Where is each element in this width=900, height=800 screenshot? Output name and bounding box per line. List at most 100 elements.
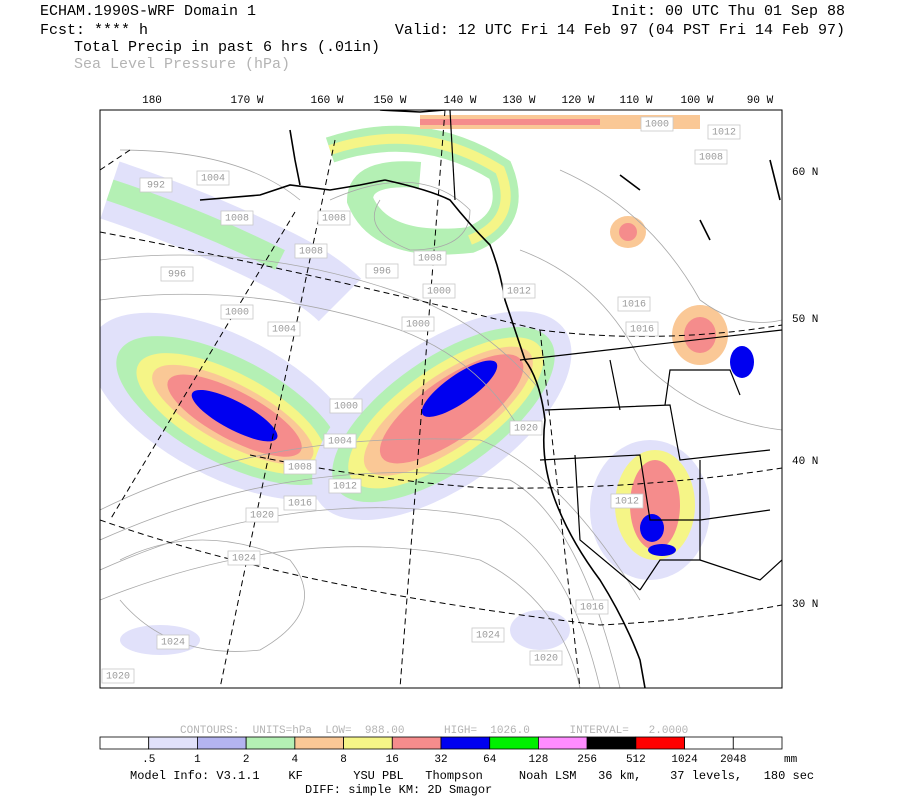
contour-label: 996 — [168, 270, 186, 281]
colorbar-swatch — [440, 736, 491, 750]
contour-label-box — [317, 210, 351, 226]
contour-label: 1008 — [322, 214, 346, 225]
contour-label-box — [245, 507, 279, 523]
longitude-label: 160 W — [310, 95, 343, 107]
colorbar-label: 2 — [243, 754, 250, 766]
colorbar-swatch — [538, 736, 588, 750]
precip-lite — [510, 610, 570, 650]
field-name: Total Precip in past 6 hrs (.01in) — [74, 39, 380, 56]
contour-label-box — [575, 599, 609, 615]
colorbar-swatch — [489, 736, 539, 750]
contour-label: 996 — [373, 267, 391, 278]
map-frame — [99, 109, 783, 689]
contour-label-box — [365, 263, 399, 279]
contour-label-box — [707, 124, 741, 140]
contour-label-box — [401, 316, 435, 332]
colorbar-swatch — [586, 736, 637, 750]
precip-swirl — [328, 133, 511, 245]
contour-label-box — [139, 177, 173, 193]
contour-label-box — [101, 668, 135, 684]
contour-label-box — [617, 296, 651, 312]
colorbar-swatch — [245, 736, 296, 750]
contour-info: CONTOURS: UNITS=hPa LOW= 988.00 HIGH= 10… — [180, 725, 688, 737]
contour-label: 1004 — [328, 437, 352, 448]
colorbar-label: .5 — [142, 754, 155, 766]
colorbar-swatch — [684, 736, 734, 750]
contour-label-box — [323, 433, 357, 449]
precip-band-central — [312, 311, 572, 521]
precip-sw — [640, 514, 664, 542]
colorbar-label: 64 — [483, 754, 497, 766]
colorbar-label: 2048 — [720, 754, 746, 766]
colorbar-swatch — [294, 736, 344, 750]
colorbar-label: 1024 — [671, 754, 698, 766]
precip-band-west — [100, 312, 363, 501]
contour-label-box — [156, 634, 190, 650]
longitude-label: 110 W — [619, 95, 652, 107]
colorbar-label: 128 — [529, 754, 549, 766]
valid-time: Valid: 12 UTC Fri 14 Feb 97 (04 PST Fri … — [395, 22, 845, 39]
diff-info: DIFF: simple KM: 2D Smagor — [305, 783, 492, 797]
contour-label-box — [422, 283, 456, 299]
contour-label-box — [283, 459, 317, 475]
colorbar-swatch — [391, 736, 442, 750]
contour-label-box — [471, 627, 505, 643]
longitude-label: 90 W — [747, 95, 774, 107]
contour-label: 1008 — [418, 254, 442, 265]
contour-label: 1000 — [225, 308, 249, 319]
contour-label-box — [413, 250, 447, 266]
longitude-label: 130 W — [502, 95, 535, 107]
precip-band — [106, 179, 285, 270]
colorbar-swatch — [148, 736, 198, 750]
contour-label-box — [227, 550, 261, 566]
contour-label: 1012 — [333, 482, 357, 493]
contour-label-box — [283, 495, 317, 511]
precip-shading — [100, 115, 754, 655]
contour-label: 1024 — [232, 554, 256, 565]
contour-label-box — [196, 170, 230, 186]
contour-label-box — [329, 398, 363, 414]
contour-label: 1024 — [161, 638, 185, 649]
contour-label: 1008 — [225, 214, 249, 225]
contour-label: 1008 — [299, 247, 323, 258]
contour-label-box — [294, 243, 328, 259]
map-labels: 180 170 W 160 W 150 W 140 W 130 W 120 W 110 W 10… — [101, 95, 818, 684]
latitude-label: 50 N — [792, 314, 818, 326]
model-info: Model Info: V3.1.1 KF YSU PBL Thompson N… — [130, 769, 814, 783]
contour-label-box — [502, 283, 536, 299]
contour-label: 1000 — [406, 320, 430, 331]
colorbar-swatch — [732, 736, 783, 750]
contour-label: 1008 — [699, 153, 723, 164]
contour-label-box — [267, 321, 301, 337]
contour-label: 1020 — [106, 672, 130, 683]
contour-label-box — [160, 266, 194, 282]
contour-label: 1016 — [630, 325, 654, 336]
longitude-label: 170 W — [230, 95, 263, 107]
contour-label-box — [610, 493, 644, 509]
contour-label: 1016 — [580, 603, 604, 614]
colorbar-label: 1 — [194, 754, 201, 766]
colorbar-label: 256 — [577, 754, 597, 766]
contour-label: 1012 — [615, 497, 639, 508]
contour-label: 1020 — [250, 511, 274, 522]
contour-label: 1000 — [334, 402, 358, 413]
contour-label-box — [625, 321, 659, 337]
contour-label-box — [529, 650, 563, 666]
contour-label: 1020 — [514, 424, 538, 435]
longitude-label: 100 W — [680, 95, 713, 107]
colorbar-swatch — [635, 736, 685, 750]
forecast-hour: Fcst: **** h — [40, 22, 148, 39]
contour-label: 1008 — [288, 463, 312, 474]
colorbar-swatch — [343, 736, 393, 750]
contour-label-box — [220, 210, 254, 226]
contour-label: 1016 — [288, 499, 312, 510]
lat-lon-grid — [100, 110, 782, 688]
latitude-label: 40 N — [792, 456, 818, 468]
colorbar-swatch — [99, 736, 150, 750]
longitude-label: 180 — [142, 95, 162, 107]
colorbar: .5 1 2 4 8 16 32 64 128 256 512 1024 2048 mm — [99, 736, 798, 766]
coastlines — [199, 110, 781, 688]
latitude-label: 30 N — [792, 599, 818, 611]
